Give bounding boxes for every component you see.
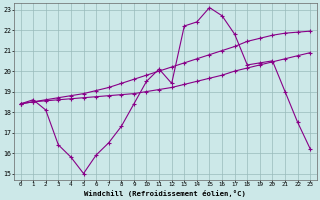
X-axis label: Windchill (Refroidissement éolien,°C): Windchill (Refroidissement éolien,°C)	[84, 190, 246, 197]
